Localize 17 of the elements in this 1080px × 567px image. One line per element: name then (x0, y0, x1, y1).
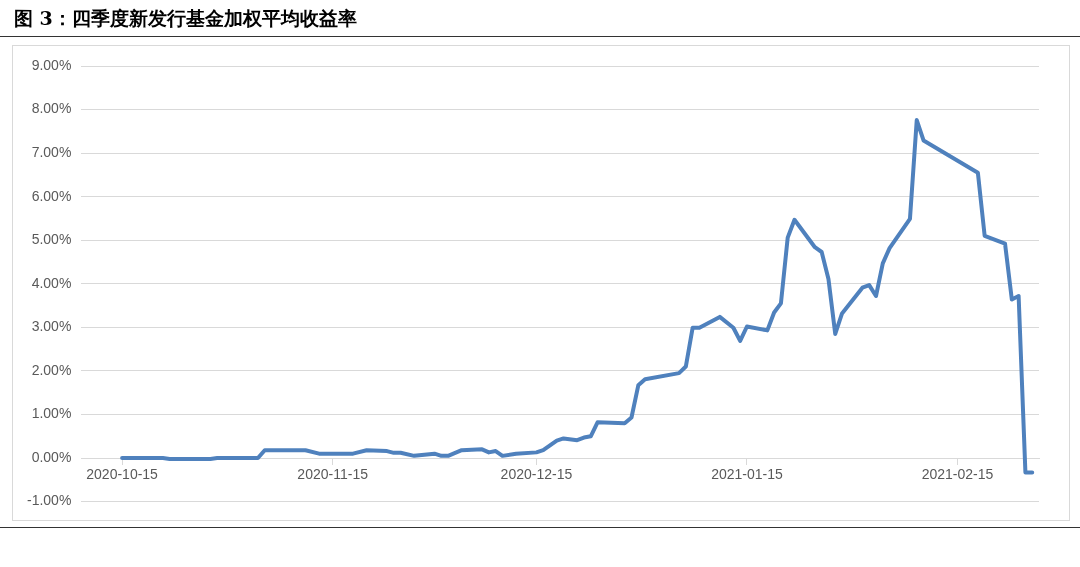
y-tick-label: -1.00% (27, 492, 72, 509)
y-tick-label: 1.00% (31, 405, 72, 422)
y-tick-label: 7.00% (31, 143, 72, 160)
y-tick-label: 9.00% (31, 56, 72, 73)
y-tick-label: 5.00% (31, 231, 72, 248)
y-tick-label: 8.00% (31, 100, 72, 117)
x-tick-label: 2020-10-15 (86, 466, 159, 483)
chart-title: 图 3：四季度新发行基金加权平均收益率 (0, 0, 1080, 37)
y-tick-label: 0.00% (31, 448, 72, 465)
x-tick-label: 2021-02-15 (921, 466, 994, 483)
y-tick-label: 4.00% (31, 274, 72, 291)
y-tick-label: 2.00% (31, 361, 72, 378)
x-tick-label: 2021-01-15 (711, 466, 783, 483)
x-tick-label: 2020-12-15 (500, 466, 573, 483)
x-tick-label: 2020-11-15 (297, 466, 369, 483)
y-tick-label: 3.00% (31, 318, 72, 335)
y-tick-label: 6.00% (31, 187, 72, 204)
